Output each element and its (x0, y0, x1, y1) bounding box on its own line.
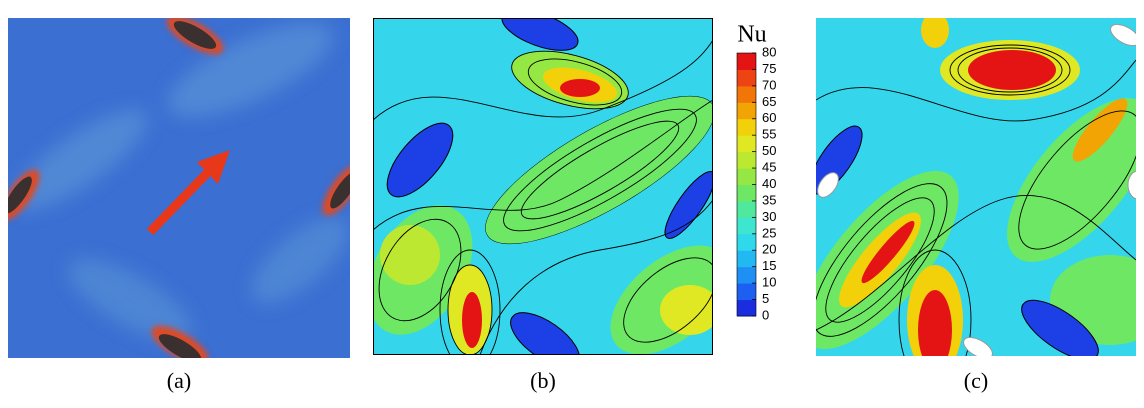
colorbar-title: Nu (737, 22, 766, 48)
panel-c-contour (816, 18, 1136, 356)
tick-label: 60 (762, 110, 776, 125)
tick-label: 15 (762, 258, 776, 273)
tick-label: 5 (762, 291, 769, 306)
tick-label: 25 (762, 225, 776, 240)
tick-label: 10 (762, 275, 776, 290)
tick-label: 75 (762, 61, 776, 76)
color-band (737, 217, 756, 235)
color-band (737, 53, 756, 70)
color-band (737, 184, 756, 202)
color-band (737, 266, 756, 284)
tick-label: 35 (762, 192, 776, 207)
tick-label: 80 (762, 44, 776, 59)
color-band (737, 69, 756, 87)
color-band (737, 283, 756, 301)
color-band (737, 135, 756, 153)
color-band (737, 168, 756, 185)
color-band (737, 299, 756, 317)
panel-label: (b) (530, 368, 556, 393)
tick-label: 55 (762, 127, 776, 142)
color-band (737, 151, 756, 169)
tick-label: 50 (762, 143, 776, 158)
tick-label: 65 (762, 94, 776, 109)
panel-label: (c) (964, 368, 988, 393)
color-band (737, 102, 756, 120)
color-band (737, 118, 756, 136)
tick-label: 20 (762, 242, 776, 257)
tick-label: 40 (762, 176, 776, 191)
tick-label: 0 (762, 307, 769, 322)
panel-b-contour (373, 18, 713, 355)
color-band (737, 250, 756, 268)
tick-label: 45 (762, 160, 776, 175)
color-band (737, 200, 756, 218)
panel-label: (a) (167, 368, 191, 393)
tick-label: 30 (762, 209, 776, 224)
tick-label: 70 (762, 77, 776, 92)
color-band (737, 85, 756, 103)
color-band (737, 233, 756, 251)
panel-a-image (8, 18, 350, 358)
